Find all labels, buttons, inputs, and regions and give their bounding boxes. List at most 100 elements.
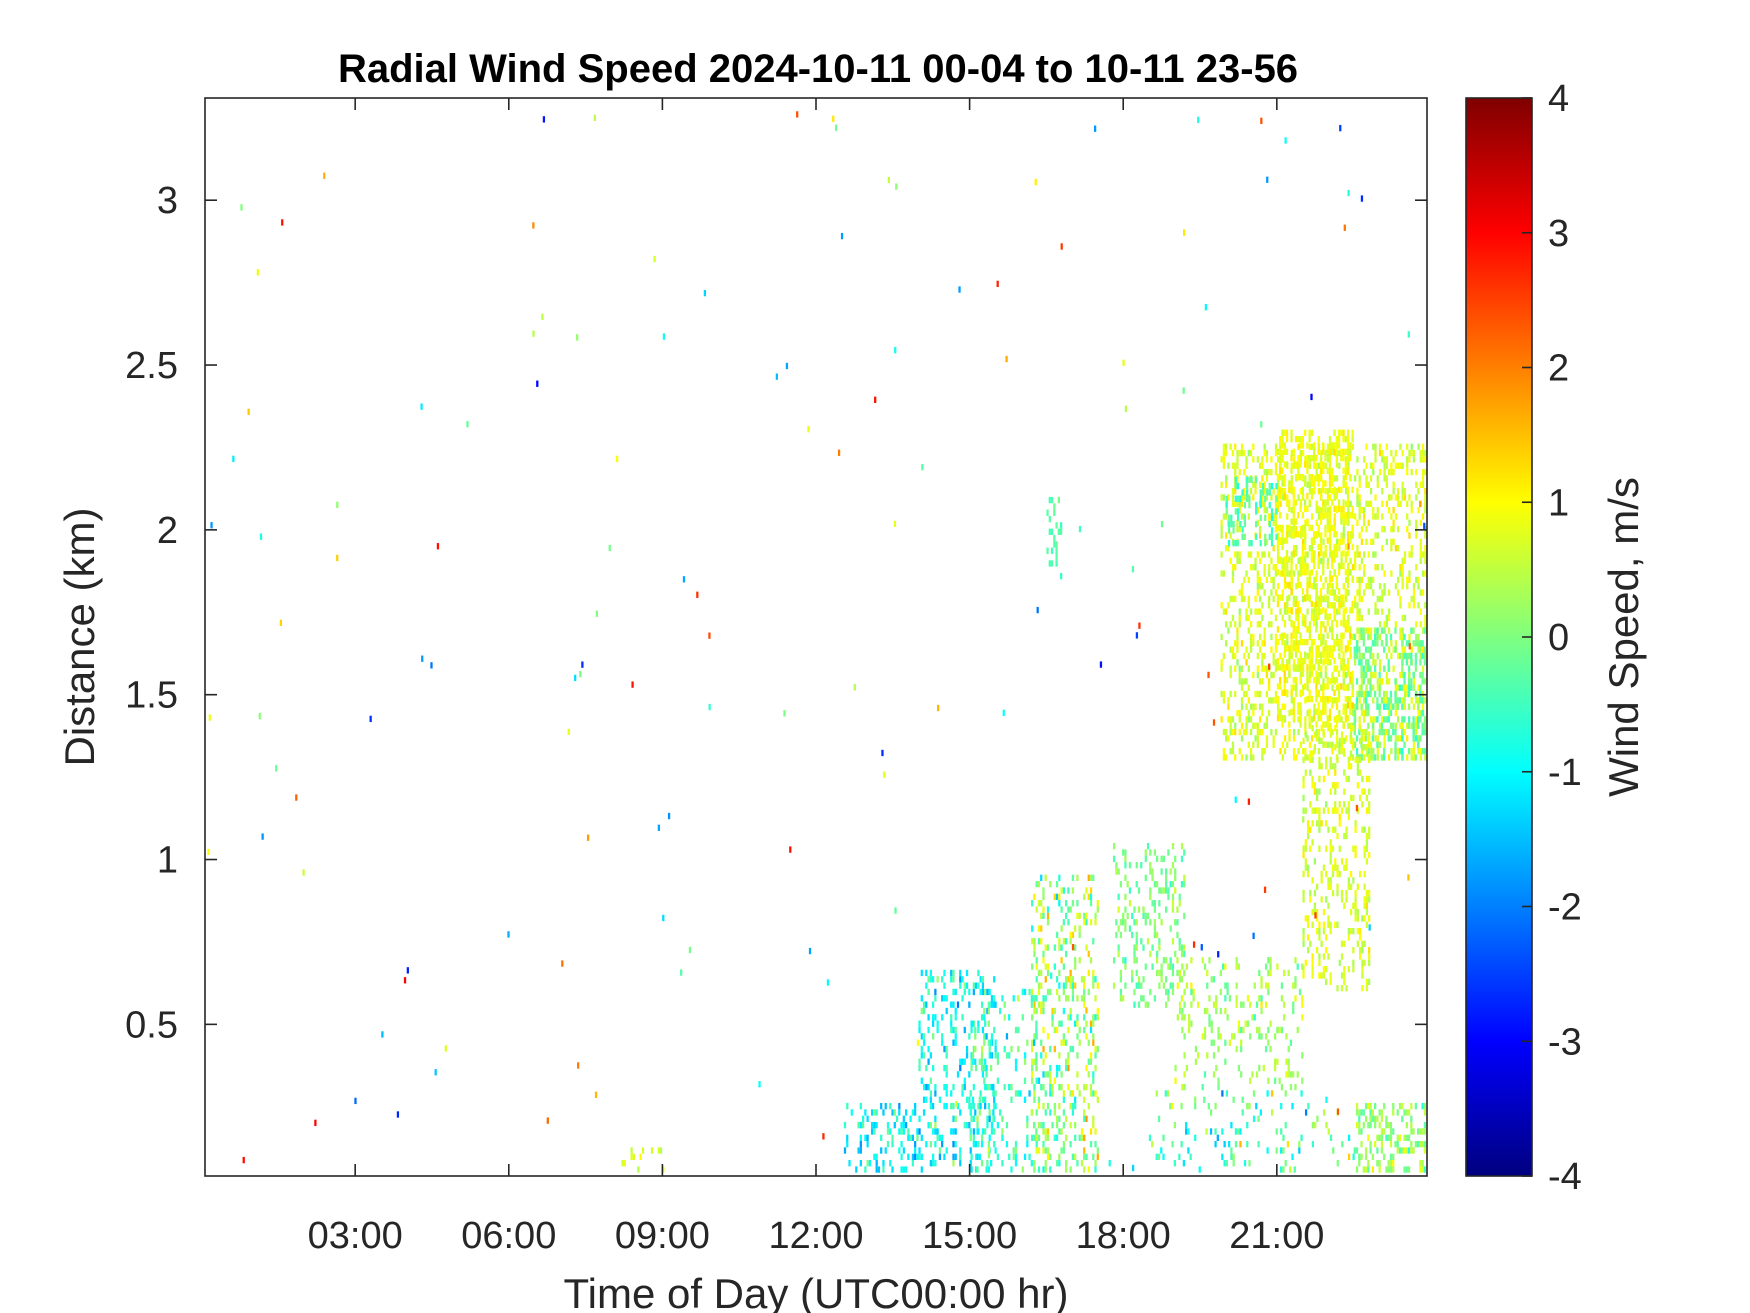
data-cell [1421,646,1425,653]
data-cell [1183,1001,1186,1008]
data-cell [1358,728,1361,736]
data-cell [1281,543,1284,551]
data-cell [1362,671,1365,679]
data-cell [1028,1153,1031,1161]
data-cell [1401,671,1404,679]
data-cell [1362,633,1365,641]
data-cell [1333,505,1336,513]
data-cell [1303,531,1307,538]
data-cell [945,995,948,1002]
data-cell [1076,1014,1079,1021]
data-cell [1392,1102,1395,1110]
data-cell [1340,512,1343,519]
data-cell [1342,512,1345,519]
data-cell [1319,493,1323,500]
data-cell [1301,963,1304,970]
data-cell [969,1109,972,1116]
data-cell [1358,1128,1361,1135]
data-cell [1340,646,1343,653]
data-cell [846,1140,849,1148]
data-cell [1368,896,1371,903]
data-cell [1055,547,1058,554]
data-cell [1046,906,1050,913]
data-cell [1279,454,1282,462]
data-cell [1261,489,1265,496]
data-cell [1274,526,1278,533]
data-cell [1390,703,1393,710]
data-cell [1220,633,1223,641]
data-cell [1392,1166,1395,1173]
data-cell [1229,646,1232,653]
data-cell [1320,665,1323,672]
data-cell [1356,763,1359,770]
data-cell [1089,1083,1093,1091]
data-cell [1355,697,1359,704]
data-cell [1270,557,1273,565]
data-cell [1297,435,1300,443]
data-cell [902,1128,905,1135]
data-cell [1311,820,1314,827]
data-cell [1295,545,1298,552]
data-cell [1265,494,1269,501]
data-cell [1176,1014,1179,1021]
data-cell [931,1001,935,1008]
data-cell [1243,595,1246,603]
data-cell [1347,640,1350,647]
data-cell [981,976,985,983]
data-cell [1381,513,1384,520]
data-cell [1415,468,1418,476]
data-cell [1319,594,1323,601]
data-cell [1049,1153,1052,1161]
data-cell [1276,556,1280,563]
data-cell [1319,537,1323,544]
data-cell [952,969,955,977]
data-cell [1285,645,1289,652]
data-cell [1304,722,1307,729]
data-cell [1234,508,1237,515]
data-cell [1174,868,1177,875]
data-cell [1304,807,1307,814]
data-cell [1369,475,1373,482]
data-cell [1344,487,1348,495]
data-cell [1297,747,1300,755]
data-cell [1421,627,1425,634]
data-cell [1423,678,1427,685]
data-cell [1397,652,1400,660]
data-cell [1035,957,1038,964]
data-cell [1212,1001,1216,1008]
data-cell [922,1096,926,1103]
data-cell [1272,652,1275,660]
data-cell [1360,526,1364,533]
data-cell [843,1121,847,1129]
data-cell [1353,703,1356,710]
data-cell [1294,957,1297,964]
data-cell [929,1077,932,1084]
data-cell [1351,429,1354,436]
data-cell [1311,735,1314,742]
data-cell [1346,537,1350,544]
data-cell [882,1109,885,1116]
data-cell [1302,972,1305,979]
data-cell [925,1096,928,1103]
data-cell [1311,807,1314,814]
data-cell [1322,731,1326,738]
data-cell [1316,807,1319,814]
data-cell [1137,906,1141,913]
data-cell [1340,551,1343,558]
data-cell [1335,684,1339,691]
data-cell [1387,1121,1390,1129]
data-cell [1419,716,1422,723]
data-cell [1089,1058,1093,1065]
data-cell [1403,671,1406,679]
data-cell [1062,1033,1065,1040]
data-cell [1059,572,1063,580]
data-cell [1290,684,1293,691]
data-cell [1369,583,1373,590]
data-cell [980,1140,984,1148]
data-cell [1351,443,1355,450]
data-cell [1415,728,1418,736]
data-cell [931,1153,935,1161]
data-cell [1055,1071,1059,1078]
data-cell [1306,454,1309,462]
data-cell [1385,697,1388,704]
